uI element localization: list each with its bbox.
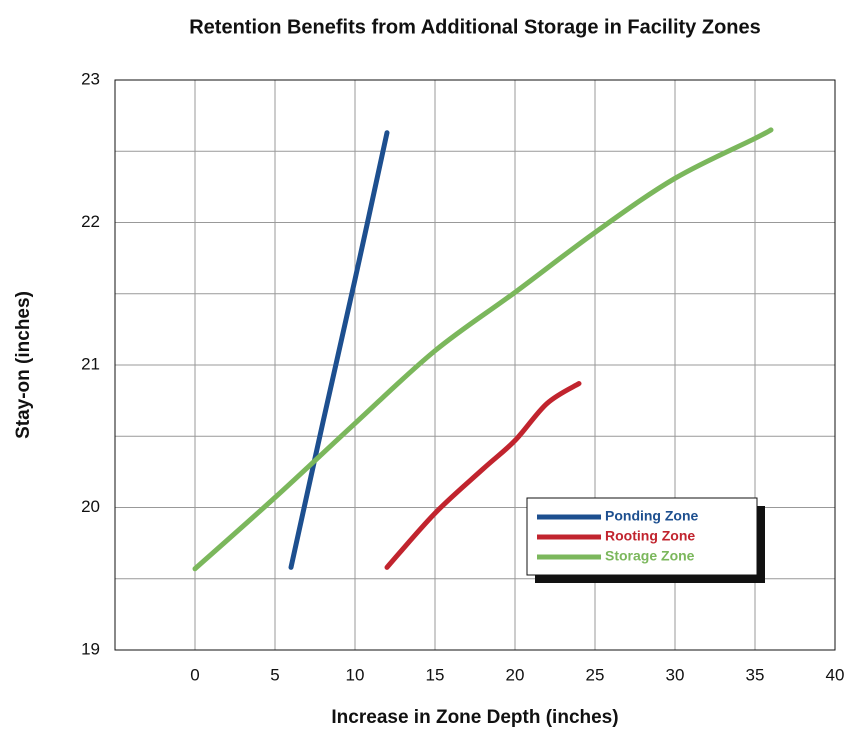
x-tick-label: 15 bbox=[426, 665, 445, 684]
line-series bbox=[288, 130, 390, 570]
y-tick-label: 23 bbox=[81, 69, 100, 88]
x-tick-label: 30 bbox=[666, 665, 685, 684]
y-axis-title: Stay-on (inches) bbox=[13, 291, 34, 439]
y-tick-label: 19 bbox=[81, 639, 100, 658]
y-tick-label: 20 bbox=[81, 497, 100, 516]
x-tick-label: 40 bbox=[826, 665, 845, 684]
legend-label: Rooting Zone bbox=[605, 528, 695, 544]
y-tick-label: 21 bbox=[81, 354, 100, 373]
legend-label: Ponding Zone bbox=[605, 508, 699, 524]
x-axis-title: Increase in Zone Depth (inches) bbox=[331, 707, 618, 728]
line-series bbox=[192, 127, 774, 572]
x-tick-label: 10 bbox=[346, 665, 365, 684]
x-tick-label: 25 bbox=[586, 665, 605, 684]
plot-border bbox=[114, 79, 836, 651]
line-series bbox=[384, 381, 582, 570]
chart-title: Retention Benefits from Additional Stora… bbox=[189, 16, 761, 38]
y-tick-label: 22 bbox=[81, 212, 100, 231]
legend-label: Storage Zone bbox=[605, 548, 695, 564]
x-tick-label: 20 bbox=[506, 665, 525, 684]
x-tick-label: 0 bbox=[190, 665, 199, 684]
x-tick-label: 5 bbox=[270, 665, 279, 684]
x-tick-label: 35 bbox=[746, 665, 765, 684]
